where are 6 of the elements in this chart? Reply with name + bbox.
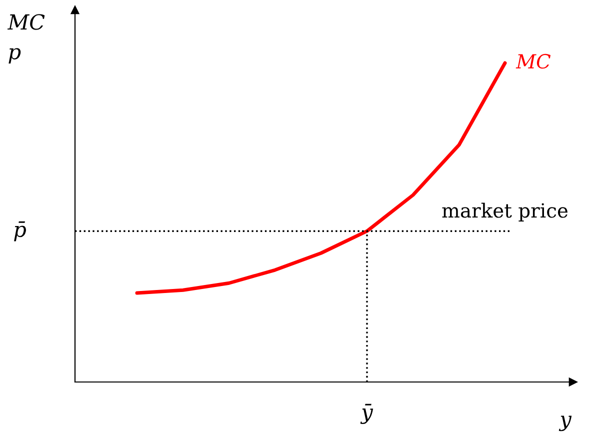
text: p̄ (14, 221, 26, 242)
series-label: MC (516, 54, 551, 69)
text: ȳ (360, 404, 374, 424)
y-axis-title: MC p (7, 14, 45, 64)
x-axis-title: y (558, 416, 572, 432)
ref-line-label: market price (442, 202, 568, 222)
